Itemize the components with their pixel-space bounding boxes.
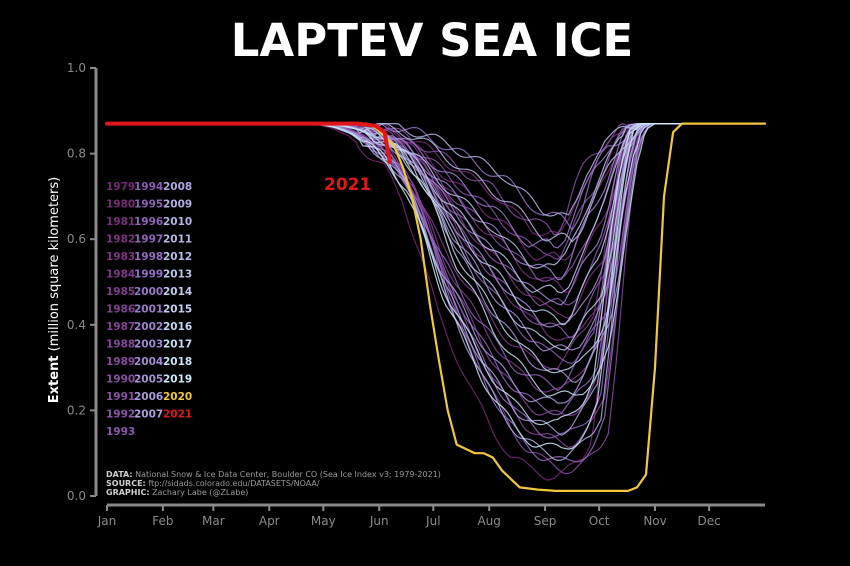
legend-entry-1999: 1999 [134, 269, 163, 281]
series-line-2008 [107, 124, 763, 436]
x-tick-label: Aug [477, 514, 500, 528]
legend: 1979 1980 1981 1982 1983 1984 1985 1986 1987 1988… [106, 181, 192, 438]
legend-entry-1979: 1979 [106, 181, 135, 193]
legend-entry-2009: 2009 [163, 199, 192, 211]
y-tick-label: 0.2 [67, 403, 86, 417]
legend-entry-1993: 1993 [106, 426, 135, 438]
legend-entry-1997: 1997 [134, 234, 163, 246]
legend-entry-2018: 2018 [163, 356, 192, 368]
legend-entry-2014: 2014 [163, 286, 192, 298]
legend-entry-1989: 1989 [106, 356, 135, 368]
series-line-1994 [107, 124, 763, 338]
annotation-2021: 2021 [324, 175, 371, 195]
x-tick-label: Oct [589, 514, 610, 528]
chart-title: LAPTEV SEA ICE [231, 14, 634, 67]
series-line-2014 [107, 124, 763, 325]
series-line-1984 [107, 124, 763, 341]
x-tick-label: Apr [259, 514, 280, 528]
series-line-1997 [107, 124, 763, 415]
credit-data: DATA: National Snow & Ice Data Center, B… [106, 470, 441, 479]
historical-series [107, 124, 763, 481]
legend-entry-1996: 1996 [134, 216, 163, 228]
legend-entry-1982: 1982 [106, 234, 135, 246]
legend-entry-1988: 1988 [106, 339, 135, 351]
y-tick-label: 0.8 [67, 147, 86, 161]
legend-entry-2013: 2013 [163, 269, 192, 281]
legend-entry-2000: 2000 [134, 286, 163, 298]
legend-entry-1994: 1994 [134, 181, 163, 193]
legend-entry-2001: 2001 [134, 304, 163, 316]
chart: LAPTEV SEA ICE 0.0 0.2 0.4 0.6 0.8 1.0 Jan Feb M… [0, 0, 850, 566]
y-axis-label-rest: (million square kilometers) [47, 177, 62, 356]
x-tick-label: Sep [534, 514, 557, 528]
x-tick-label: Jun [369, 514, 389, 528]
legend-entry-1981: 1981 [106, 216, 135, 228]
legend-entry-1992: 1992 [106, 409, 135, 421]
legend-entry-2004: 2004 [134, 356, 163, 368]
x-tick-label: Jul [425, 514, 440, 528]
legend-entry-2010: 2010 [163, 216, 192, 228]
legend-entry-1980: 1980 [106, 199, 135, 211]
y-axis-label: Extent (million square kilometers) [47, 177, 62, 404]
legend-entry-2007: 2007 [134, 409, 163, 421]
legend-entry-2002: 2002 [134, 321, 163, 333]
credit-source: SOURCE: ftp://sidads.colorado.edu/DATASE… [106, 479, 320, 488]
series-line-1996 [107, 124, 763, 391]
legend-entry-2020: 2020 [163, 391, 192, 403]
legend-entry-2005: 2005 [134, 374, 163, 386]
credit-graphic-label: GRAPHIC: [106, 488, 150, 497]
legend-entry-2011: 2011 [163, 234, 192, 246]
legend-entry-1983: 1983 [106, 251, 135, 263]
x-tick-label: Nov [643, 514, 666, 528]
legend-entry-2008: 2008 [163, 181, 192, 193]
legend-entry-1990: 1990 [106, 374, 135, 386]
credit-data-label: DATA: [106, 470, 133, 479]
credit-source-text: ftp://sidads.colorado.edu/DATASETS/NOAA/ [146, 479, 320, 488]
credit-graphic: GRAPHIC: Zachary Labe (@ZLabe) [106, 488, 248, 497]
y-tick-label: 0.6 [67, 232, 86, 246]
y-tick-label: 0.0 [67, 489, 86, 503]
series-line-1987 [107, 124, 763, 416]
series-line-2009 [107, 124, 763, 461]
x-tick-label: Dec [697, 514, 720, 528]
credit-graphic-text: Zachary Labe (@ZLabe) [150, 488, 249, 497]
legend-entry-2003: 2003 [134, 339, 163, 351]
legend-entry-2012: 2012 [163, 251, 192, 263]
legend-entry-2016: 2016 [163, 321, 192, 333]
y-tick-label: 1.0 [67, 61, 86, 75]
legend-entry-1995: 1995 [134, 199, 163, 211]
legend-entry-1991: 1991 [106, 391, 135, 403]
legend-entry-1986: 1986 [106, 304, 135, 316]
legend-entry-1985: 1985 [106, 286, 135, 298]
x-tick-label: Jan [97, 514, 117, 528]
y-tick-label: 0.4 [67, 318, 86, 332]
credits: DATA: National Snow & Ice Data Center, B… [106, 470, 441, 497]
x-tick-label: May [311, 514, 336, 528]
legend-entry-1998: 1998 [134, 251, 163, 263]
series-line-1999 [107, 124, 763, 462]
legend-entry-2019: 2019 [163, 374, 192, 386]
legend-entry-2021: 2021 [163, 409, 192, 421]
legend-entry-1987: 1987 [106, 321, 135, 333]
legend-entry-2017: 2017 [163, 339, 192, 351]
x-tick-label: Feb [152, 514, 173, 528]
credit-source-label: SOURCE: [106, 479, 146, 488]
x-tick-label: Mar [202, 514, 225, 528]
legend-entry-1984: 1984 [106, 269, 135, 281]
legend-entry-2006: 2006 [134, 391, 163, 403]
credit-data-text: National Snow & Ice Data Center, Boulder… [133, 470, 441, 479]
y-axis-label-bold: Extent [47, 355, 62, 403]
legend-entry-2015: 2015 [163, 304, 192, 316]
series-line-1986 [107, 124, 763, 393]
series-line-2005 [107, 124, 763, 351]
